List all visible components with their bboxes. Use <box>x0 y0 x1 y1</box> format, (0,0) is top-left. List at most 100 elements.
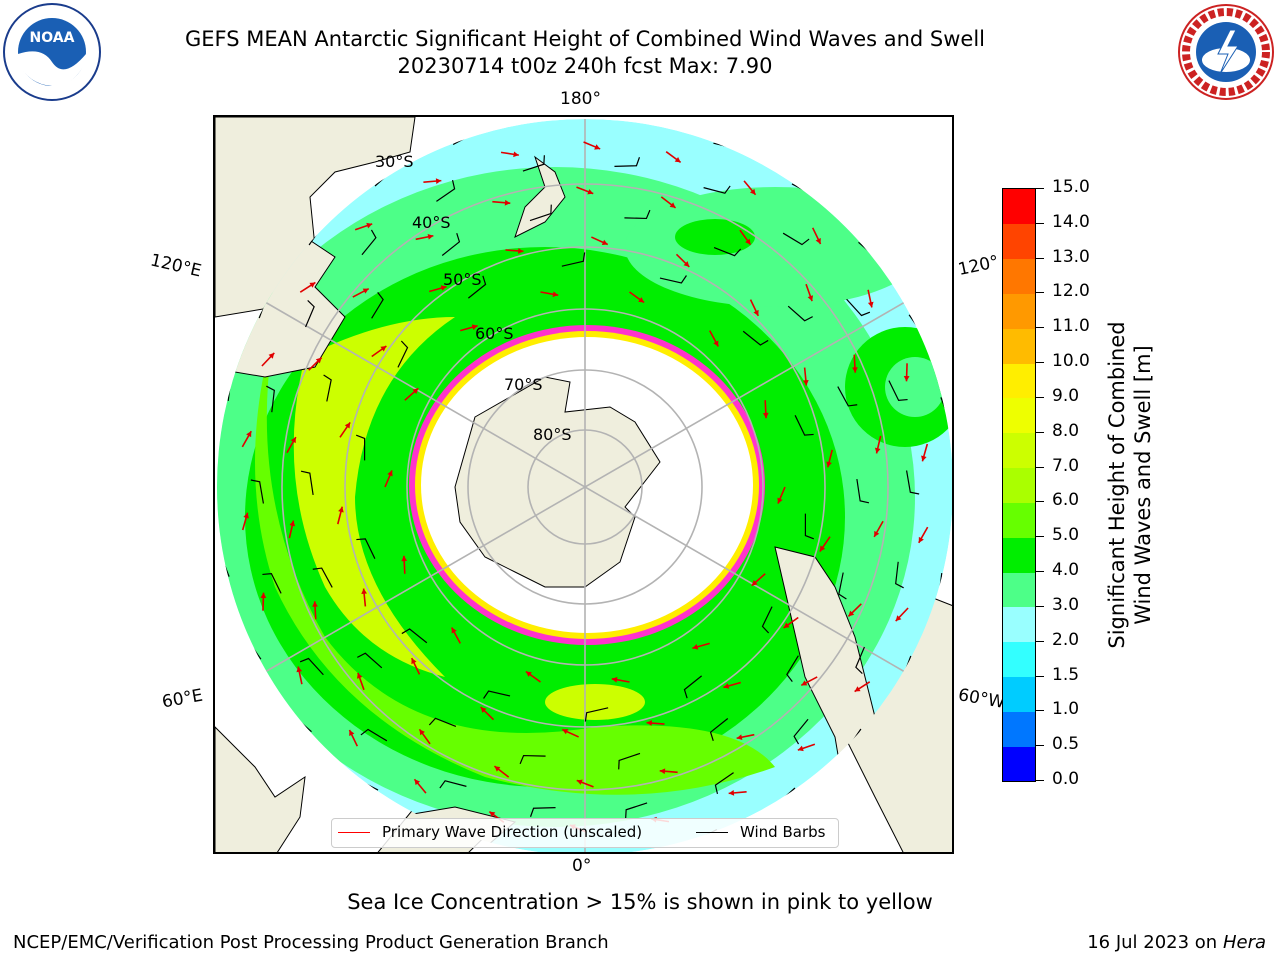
graticule <box>217 119 952 852</box>
national-weather-service-logo <box>1178 4 1274 100</box>
wind-barb <box>371 292 384 319</box>
wave-arrow <box>384 470 393 488</box>
lon-label-lower-left: 60°E <box>160 685 205 713</box>
colorbar-segment <box>1003 363 1035 399</box>
wave-arrow <box>921 443 929 462</box>
wave-arrow <box>783 616 799 629</box>
colorbar-tick <box>1036 745 1044 747</box>
footer-date: 16 Jul 2023 on Hera <box>1087 932 1266 953</box>
colorbar-tick-label: 3.0 <box>1052 594 1080 615</box>
chart-subtitle: 20230714 t00z 240h fcst Max: 7.90 <box>397 54 773 78</box>
wave-arrow <box>312 601 318 620</box>
wind-barbs-legend-line <box>696 832 728 833</box>
wave-arrow <box>576 779 594 788</box>
wave-arrow <box>493 765 510 778</box>
colorbar-tick <box>1036 362 1044 364</box>
colorbar-tick-label: 8.0 <box>1052 420 1080 441</box>
colorbar-segment <box>1003 572 1035 608</box>
sea-ice-note: Sea Ice Concentration > 15% is shown in … <box>347 890 933 914</box>
wave-arrow <box>371 345 387 358</box>
wind-barb <box>436 180 456 202</box>
wind-barb <box>361 229 377 256</box>
wave-arrow <box>918 526 929 544</box>
wave-arrow <box>260 592 267 611</box>
colorbar-segment <box>1003 502 1035 538</box>
wave-arrow <box>665 151 682 164</box>
colorbar-tick-label: 9.0 <box>1052 385 1080 406</box>
polar-map <box>213 115 954 854</box>
footer-date-text: 16 Jul 2023 on <box>1087 932 1223 953</box>
wave-arrow <box>591 236 609 246</box>
wave-arrow <box>723 681 741 689</box>
wave-arrow <box>854 681 871 693</box>
wind-barb <box>742 330 769 346</box>
colorbar-title-line1: Significant Height of Combined <box>1105 321 1129 649</box>
wave-arrow <box>826 449 834 468</box>
wave-arrow <box>354 222 373 231</box>
wave-arrow <box>413 778 427 794</box>
wind-barb <box>356 538 376 559</box>
wind-barb <box>529 807 556 817</box>
colorbar-segment <box>1003 397 1035 434</box>
colorbar-tick-label: 0.5 <box>1052 734 1080 755</box>
wind-barb <box>355 434 366 461</box>
wave-arrow <box>540 291 559 298</box>
wave-arrow <box>299 281 316 293</box>
colorbar-tick-label: 2.0 <box>1052 629 1080 650</box>
map-legend: Primary Wave Direction (unscaled) Wind B… <box>331 818 839 848</box>
wind-barb <box>855 646 865 674</box>
wave-arrow <box>339 422 351 438</box>
colorbar-segment <box>1003 328 1035 364</box>
wave-direction-legend-label: Primary Wave Direction (unscaled) <box>382 823 643 841</box>
wind-barb <box>266 385 275 413</box>
colorbar-segment <box>1003 746 1035 782</box>
wave-arrow <box>728 790 747 796</box>
wave-arrow <box>352 287 370 298</box>
wave-arrow <box>460 324 478 332</box>
wave-arrow <box>646 720 665 726</box>
wave-arrow <box>451 627 462 644</box>
wave-arrow <box>410 657 421 675</box>
wind-barb <box>895 561 904 589</box>
wave-arrow <box>404 387 419 401</box>
colorbar-tick-label: 1.0 <box>1052 699 1080 720</box>
wind-barb <box>713 247 742 257</box>
lat-label: 40°S <box>412 213 451 232</box>
wind-barb <box>441 233 461 256</box>
wave-arrow <box>777 486 786 504</box>
wind-barb <box>428 717 457 727</box>
wave-arrow <box>241 430 252 448</box>
colorbar-tick <box>1036 257 1044 259</box>
wind-barb <box>761 606 773 634</box>
wind-barb <box>888 380 908 401</box>
colorbar-tick <box>1036 222 1044 224</box>
wind-barb <box>782 232 810 246</box>
wave-arrow <box>561 728 579 738</box>
lon-label-lower-right: 60°W <box>956 685 1007 713</box>
wind-barb <box>300 470 314 495</box>
colorbar <box>1002 188 1036 782</box>
lon-label-upper-left: 120°E <box>148 250 204 282</box>
wind-barb <box>846 298 871 317</box>
wind-barb <box>714 772 734 794</box>
wind-barb <box>838 572 847 600</box>
wave-arrow <box>743 180 757 196</box>
wind-barb <box>522 155 545 172</box>
wind-barb <box>357 652 383 669</box>
colorbar-tick-label: 1.5 <box>1052 664 1080 685</box>
wave-arrow <box>751 573 766 587</box>
wave-arrow <box>847 603 862 617</box>
wave-arrow <box>660 196 677 209</box>
colorbar-tick-label: 10.0 <box>1052 351 1090 372</box>
svg-text:NOAA: NOAA <box>30 30 75 46</box>
wave-arrow <box>576 186 594 195</box>
wave-direction-legend-line <box>338 832 370 833</box>
colorbar-tick <box>1036 536 1044 538</box>
wind-barb <box>624 209 651 220</box>
colorbar-tick <box>1036 675 1044 677</box>
wave-arrow <box>736 733 755 741</box>
wave-arrow <box>480 706 495 721</box>
colorbar-tick-label: 4.0 <box>1052 560 1080 581</box>
colorbar-tick-label: 12.0 <box>1052 281 1090 302</box>
lat-label: 80°S <box>533 425 572 444</box>
